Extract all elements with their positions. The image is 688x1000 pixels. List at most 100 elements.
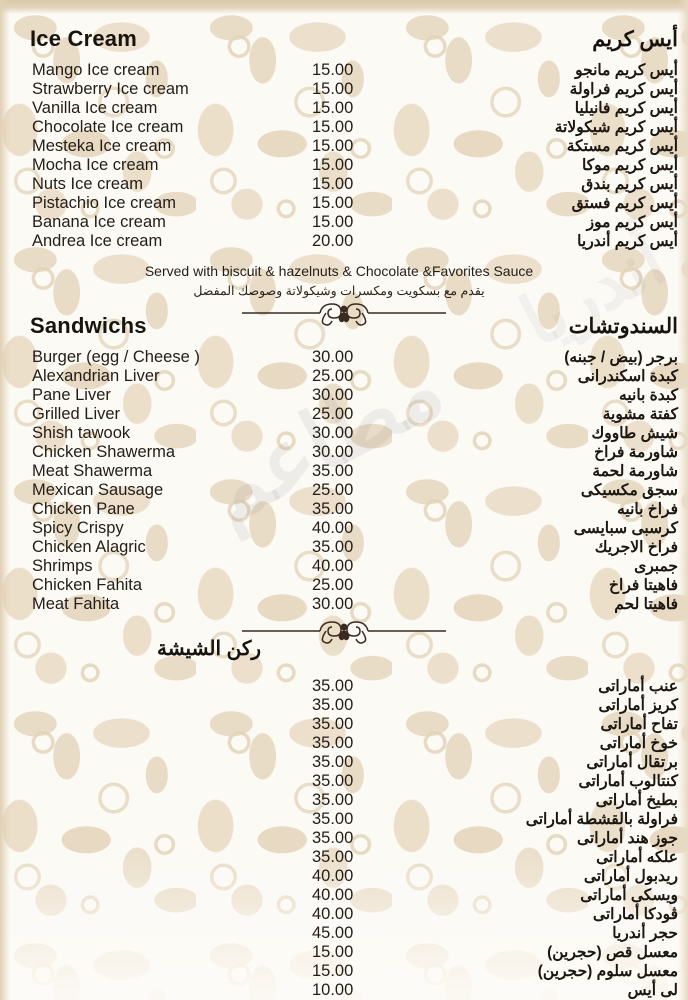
menu-row: Mesteka Ice cream 15.00 أيس كريم مستكة xyxy=(0,137,688,156)
item-name-ar: سجق مكسيكى xyxy=(580,482,678,499)
item-name-ar: لى أيس xyxy=(627,982,678,999)
menu-row: Mocha Ice cream 15.00 أيس كريم موكا xyxy=(0,156,688,175)
item-name-ar: تفاح أماراتى xyxy=(600,716,678,733)
item-price: 15.00 xyxy=(312,943,354,961)
item-name-ar: فراخ الاجريك xyxy=(594,539,678,556)
item-name-en: Vanilla Ice cream xyxy=(32,99,158,117)
ice-cream-note-en: Served with biscuit & hazelnuts & Chocol… xyxy=(144,263,534,279)
item-price: 45.00 xyxy=(312,924,354,942)
item-price: 40.00 xyxy=(312,905,354,923)
item-price: 30.00 xyxy=(312,348,354,366)
item-name-en: Burger (egg / Cheese ) xyxy=(32,348,200,366)
item-name-ar: ويسكى أماراتى xyxy=(580,887,678,904)
item-name-en: Chicken Fahita xyxy=(32,576,143,594)
menu-row: Burger (egg / Cheese ) 30.00 برجر (بيض /… xyxy=(0,348,688,367)
item-name-en: Mocha Ice cream xyxy=(32,156,159,174)
item-price: 15.00 xyxy=(312,156,354,174)
ice-cream-header: Ice Cream أيس كريم xyxy=(0,26,688,56)
item-name-ar: شاورمة فراخ xyxy=(594,444,678,461)
menu-row: Chicken Alagric 35.00 فراخ الاجريك xyxy=(0,538,688,557)
item-price: 35.00 xyxy=(312,715,354,733)
item-price: 15.00 xyxy=(312,962,354,980)
menu-row: 40.00 ويسكى أماراتى xyxy=(0,886,688,905)
item-price: 20.00 xyxy=(312,232,354,250)
item-price: 40.00 xyxy=(312,886,354,904)
item-name-en: Grilled Liver xyxy=(32,405,121,423)
item-price: 40.00 xyxy=(312,519,354,537)
section-ice-cream: Ice Cream أيس كريم Mango Ice cream 15.00… xyxy=(0,26,688,326)
item-name-ar: برجر (بيض / جبنه) xyxy=(564,349,678,366)
item-name-en: Andrea Ice cream xyxy=(32,232,163,250)
menu-row: Mexican Sausage 25.00 سجق مكسيكى xyxy=(0,481,688,500)
menu-row: 15.00 معسل سلوم (حجرين) xyxy=(0,962,688,981)
menu-row: 35.00 جوز هند أماراتى xyxy=(0,829,688,848)
item-name-en: Chocolate Ice cream xyxy=(32,118,184,136)
item-name-ar: معسل سلوم (حجرين) xyxy=(537,963,678,980)
sandwichs-item-list: Burger (egg / Cheese ) 30.00 برجر (بيض /… xyxy=(0,348,688,614)
item-price: 15.00 xyxy=(312,175,354,193)
item-price: 15.00 xyxy=(312,137,354,155)
item-price: 40.00 xyxy=(312,557,354,575)
item-price: 35.00 xyxy=(312,772,354,790)
item-name-en: Pistachio Ice cream xyxy=(32,194,176,212)
item-name-ar: علكه أماراتى xyxy=(596,849,678,866)
menu-row: Shrimps 40.00 جمبرى xyxy=(0,557,688,576)
item-price: 30.00 xyxy=(312,386,354,404)
item-name-ar: أيس كريم فراولة xyxy=(569,81,678,98)
item-name-en: Meat Fahita xyxy=(32,595,120,613)
item-name-ar: أيس كريم فستق xyxy=(571,195,678,212)
item-price: 30.00 xyxy=(312,595,354,613)
item-price: 35.00 xyxy=(312,848,354,866)
item-price: 25.00 xyxy=(312,367,354,385)
menu-row: Mango Ice cream 15.00 أيس كريم مانجو xyxy=(0,61,688,80)
item-name-ar: فراولة بالقشطة أماراتى xyxy=(525,811,678,828)
ice-cream-item-list: Mango Ice cream 15.00 أيس كريم مانجو Str… xyxy=(0,61,688,251)
item-name-ar: جمبرى xyxy=(634,558,678,575)
item-price: 35.00 xyxy=(312,829,354,847)
item-price: 35.00 xyxy=(312,677,354,695)
item-name-ar: خوخ أماراتى xyxy=(599,735,678,752)
menu-row: 35.00 كنتالوب أماراتى xyxy=(0,772,688,791)
item-name-en: Chicken Alagric xyxy=(32,538,146,556)
item-name-ar: كنتالوب أماراتى xyxy=(578,773,678,790)
menu-row: 35.00 فراولة بالقشطة أماراتى xyxy=(0,810,688,829)
item-name-ar: بطيخ أماراتى xyxy=(595,792,678,809)
item-name-ar: فراخ بانيه xyxy=(617,501,678,518)
item-price: 35.00 xyxy=(312,753,354,771)
item-name-ar: أيس كريم فانيليا xyxy=(574,100,678,117)
item-price: 30.00 xyxy=(312,424,354,442)
item-name-ar: ڤودكا أماراتى xyxy=(592,906,678,923)
item-name-ar: عنب أماراتى xyxy=(598,678,678,695)
menu-row: Banana Ice cream 15.00 أيس كريم موز xyxy=(0,213,688,232)
item-name-en: Chicken Shawerma xyxy=(32,443,176,461)
item-name-ar: معسل قص (حجرين) xyxy=(547,944,678,961)
item-name-ar: أيس كريم شيكولاتة xyxy=(554,119,678,136)
menu-row: Alexandrian Liver 25.00 كبدة اسكندرانى xyxy=(0,367,688,386)
item-price: 25.00 xyxy=(312,481,354,499)
item-name-ar: أيس كريم موكا xyxy=(582,157,678,174)
menu-row: 15.00 معسل قص (حجرين) xyxy=(0,943,688,962)
menu-row: Pane Liver 30.00 كبدة بانيه xyxy=(0,386,688,405)
item-name-en: Pane Liver xyxy=(32,386,111,404)
item-price: 15.00 xyxy=(312,99,354,117)
menu-row: Chocolate Ice cream 15.00 أيس كريم شيكول… xyxy=(0,118,688,137)
item-name-en: Mango Ice cream xyxy=(32,61,160,79)
item-name-en: Mesteka Ice cream xyxy=(32,137,172,155)
item-name-en: Shish tawook xyxy=(32,424,131,442)
menu-row: 35.00 عنب أماراتى xyxy=(0,677,688,696)
menu-row: 10.00 لى أيس xyxy=(0,981,688,1000)
item-name-en: Spicy Crispy xyxy=(32,519,124,537)
section-shisha: ركن الشيشة 35.00 عنب أماراتى 35.00 كريز … xyxy=(0,636,688,1000)
menu-row: Chicken Pane 35.00 فراخ بانيه xyxy=(0,500,688,519)
item-price: 15.00 xyxy=(312,80,354,98)
item-price: 10.00 xyxy=(312,981,354,999)
item-name-ar: شاورمة لحمة xyxy=(592,463,678,480)
menu-row: 35.00 علكه أماراتى xyxy=(0,848,688,867)
item-name-ar: أيس كريم مستكة xyxy=(566,138,678,155)
section-title-ar: أيس كريم xyxy=(592,28,678,51)
menu-row: Nuts Ice cream 15.00 أيس كريم بندق xyxy=(0,175,688,194)
item-name-en: Meat Shawerma xyxy=(32,462,153,480)
section-title-en: Ice Cream xyxy=(30,26,137,51)
menu-row: 45.00 حجر أندريا xyxy=(0,924,688,943)
